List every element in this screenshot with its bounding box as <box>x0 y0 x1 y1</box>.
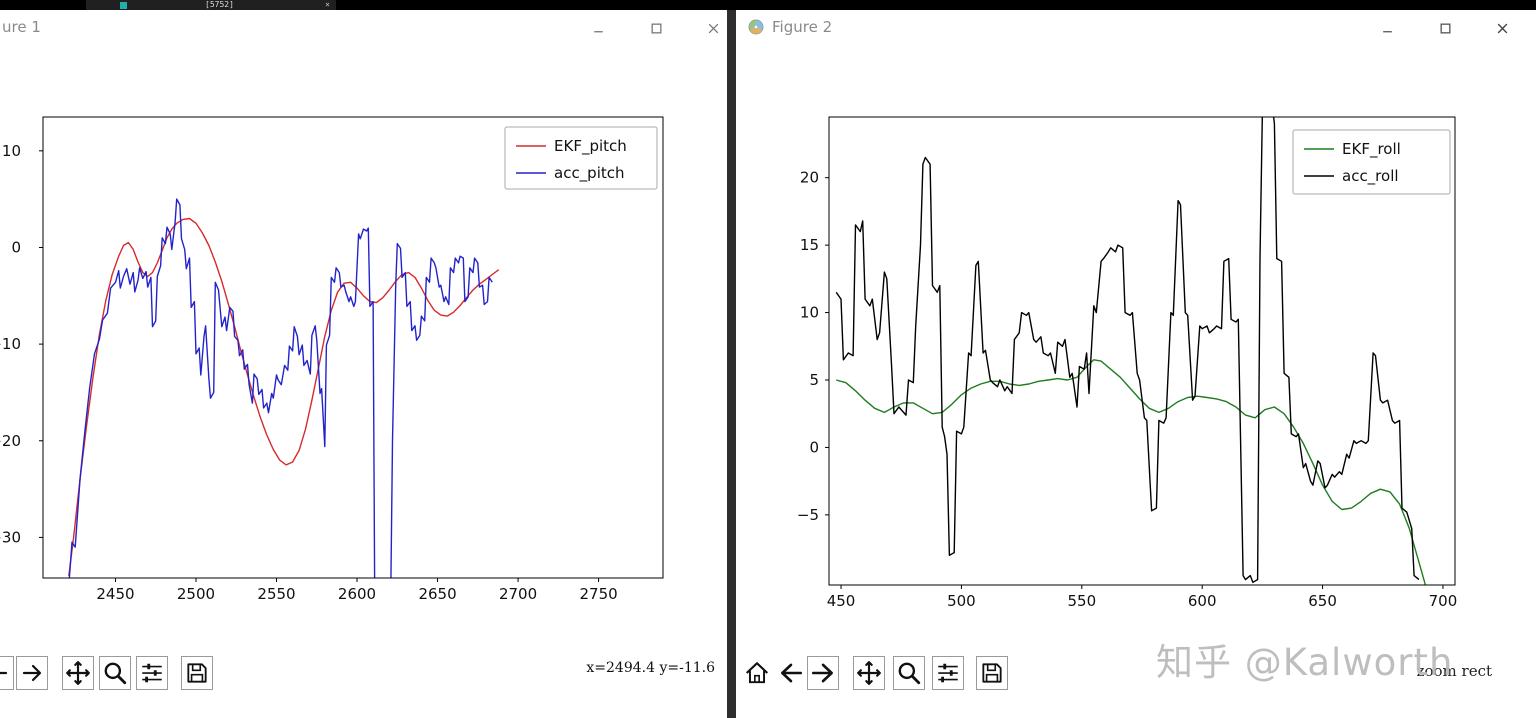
forward-button[interactable] <box>16 656 48 690</box>
close-icon <box>1497 23 1507 33</box>
back-arrow-icon <box>0 671 8 675</box>
x-tick-label: 600 <box>1188 592 1217 610</box>
y-tick-label: −5 <box>797 506 819 524</box>
tab-favicon-icon <box>120 1 127 9</box>
axes-frame <box>42 116 664 579</box>
back-button[interactable] <box>0 656 14 690</box>
series-line-acc_roll <box>835 117 1420 583</box>
pan-move-icon <box>857 661 881 685</box>
minimize-icon <box>593 30 603 32</box>
close-button[interactable] <box>704 19 722 37</box>
figure1-window: ure 1 2450 2500 2550 2600 2650 2700 2750 10 0 −10… <box>0 10 727 718</box>
x-tick-label: 550 <box>1067 592 1096 610</box>
y-tick-label: 5 <box>809 371 819 389</box>
maximize-icon <box>651 23 661 33</box>
figure2-plot-canvas[interactable]: 450 500 550 600 650 700 20 15 10 5 0 −5 EKF_roll acc_… <box>736 10 1536 718</box>
floppy-save-icon <box>187 663 207 683</box>
toolbar-mode-message: zoom rect <box>1416 662 1492 680</box>
window-title: Figure 2 <box>772 18 833 36</box>
x-tick-label: 2750 <box>579 585 617 603</box>
x-tick-label: 700 <box>1429 592 1458 610</box>
magnifier-icon <box>898 662 921 685</box>
legend-box <box>1292 129 1451 195</box>
y-tick-label: −10 <box>0 335 21 353</box>
x-tick-label: 500 <box>947 592 976 610</box>
back-button[interactable] <box>775 656 807 690</box>
home-button[interactable] <box>741 656 773 690</box>
maximize-icon <box>1440 23 1450 33</box>
x-tick-label: 2700 <box>499 585 537 603</box>
configure-subplots-button[interactable] <box>932 656 964 690</box>
figure1-toolbar <box>0 650 727 696</box>
taskbar-strip: [5752] × <box>0 0 1536 10</box>
minimize-icon <box>1382 30 1392 32</box>
minimize-button[interactable] <box>589 19 607 37</box>
series-line-EKF_pitch <box>68 217 500 577</box>
x-tick-label: 650 <box>1308 592 1337 610</box>
y-tick-label: −30 <box>0 528 21 546</box>
figure2-toolbar <box>736 650 1536 696</box>
figure1-plot-canvas[interactable]: 2450 2500 2550 2600 2650 2700 2750 10 0 −10 −20 −30… <box>0 10 727 718</box>
close-button[interactable] <box>1493 19 1511 37</box>
x-tick-label: 450 <box>827 592 856 610</box>
matplotlib-logo-icon <box>748 19 764 35</box>
watermark-text: 知乎 @Kalworth <box>1156 641 1454 684</box>
browser-tab-fragment[interactable]: [5752] × <box>86 0 336 10</box>
y-tick-label: 0 <box>809 438 819 456</box>
tab-title: [5752] <box>205 0 234 9</box>
legend-label: EKF_roll <box>1342 140 1401 159</box>
pan-move-icon <box>66 661 90 685</box>
series-line-EKF_roll <box>836 359 1427 585</box>
magnifier-icon <box>104 662 127 685</box>
zoom-button[interactable] <box>99 656 131 690</box>
forward-button[interactable] <box>807 656 839 690</box>
x-tick-label: 2600 <box>338 585 376 603</box>
figure2-window: Figure 2 450 500 550 600 650 700 20 15 10 5 0 −5 EKF… <box>736 10 1536 718</box>
tab-close-icon[interactable]: × <box>325 0 330 9</box>
x-tick-label: 2450 <box>96 585 134 603</box>
floppy-save-icon <box>982 663 1002 683</box>
y-tick-label: 15 <box>800 236 819 254</box>
configure-subplots-button[interactable] <box>136 656 168 690</box>
pan-button[interactable] <box>853 656 885 690</box>
zoom-button[interactable] <box>893 656 925 690</box>
series-line-acc_pitch <box>68 198 493 578</box>
x-tick-label: 2500 <box>177 585 215 603</box>
x-tick-label: 2550 <box>257 585 295 603</box>
legend-label: acc_roll <box>1342 167 1399 186</box>
figure1-titlebar[interactable]: ure 1 <box>0 10 727 44</box>
home-icon <box>745 662 769 684</box>
axes-frame <box>828 116 1456 586</box>
forward-arrow-icon <box>811 663 833 683</box>
save-button[interactable] <box>181 656 213 690</box>
maximize-button[interactable] <box>647 19 665 37</box>
legend-label: EKF_pitch <box>554 137 627 156</box>
legend-label: acc_pitch <box>554 164 625 183</box>
back-arrow-icon <box>781 663 803 683</box>
window-title: ure 1 <box>2 18 41 36</box>
y-tick-label: 20 <box>800 169 819 187</box>
pan-button[interactable] <box>62 656 94 690</box>
sliders-icon <box>142 663 162 683</box>
sliders-icon <box>938 663 958 683</box>
cursor-position-readout: x=2494.4 y=-11.6 <box>586 660 715 676</box>
figure2-titlebar[interactable]: Figure 2 <box>736 10 1536 44</box>
maximize-button[interactable] <box>1436 19 1454 37</box>
save-button[interactable] <box>976 656 1008 690</box>
y-tick-label: 10 <box>2 142 21 160</box>
y-tick-label: 10 <box>800 304 819 322</box>
forward-arrow-icon <box>22 664 42 682</box>
x-tick-label: 2650 <box>418 585 456 603</box>
minimize-button[interactable] <box>1378 19 1396 37</box>
close-icon <box>708 23 718 33</box>
y-tick-label: −20 <box>0 432 21 450</box>
y-tick-label: 0 <box>11 238 21 256</box>
